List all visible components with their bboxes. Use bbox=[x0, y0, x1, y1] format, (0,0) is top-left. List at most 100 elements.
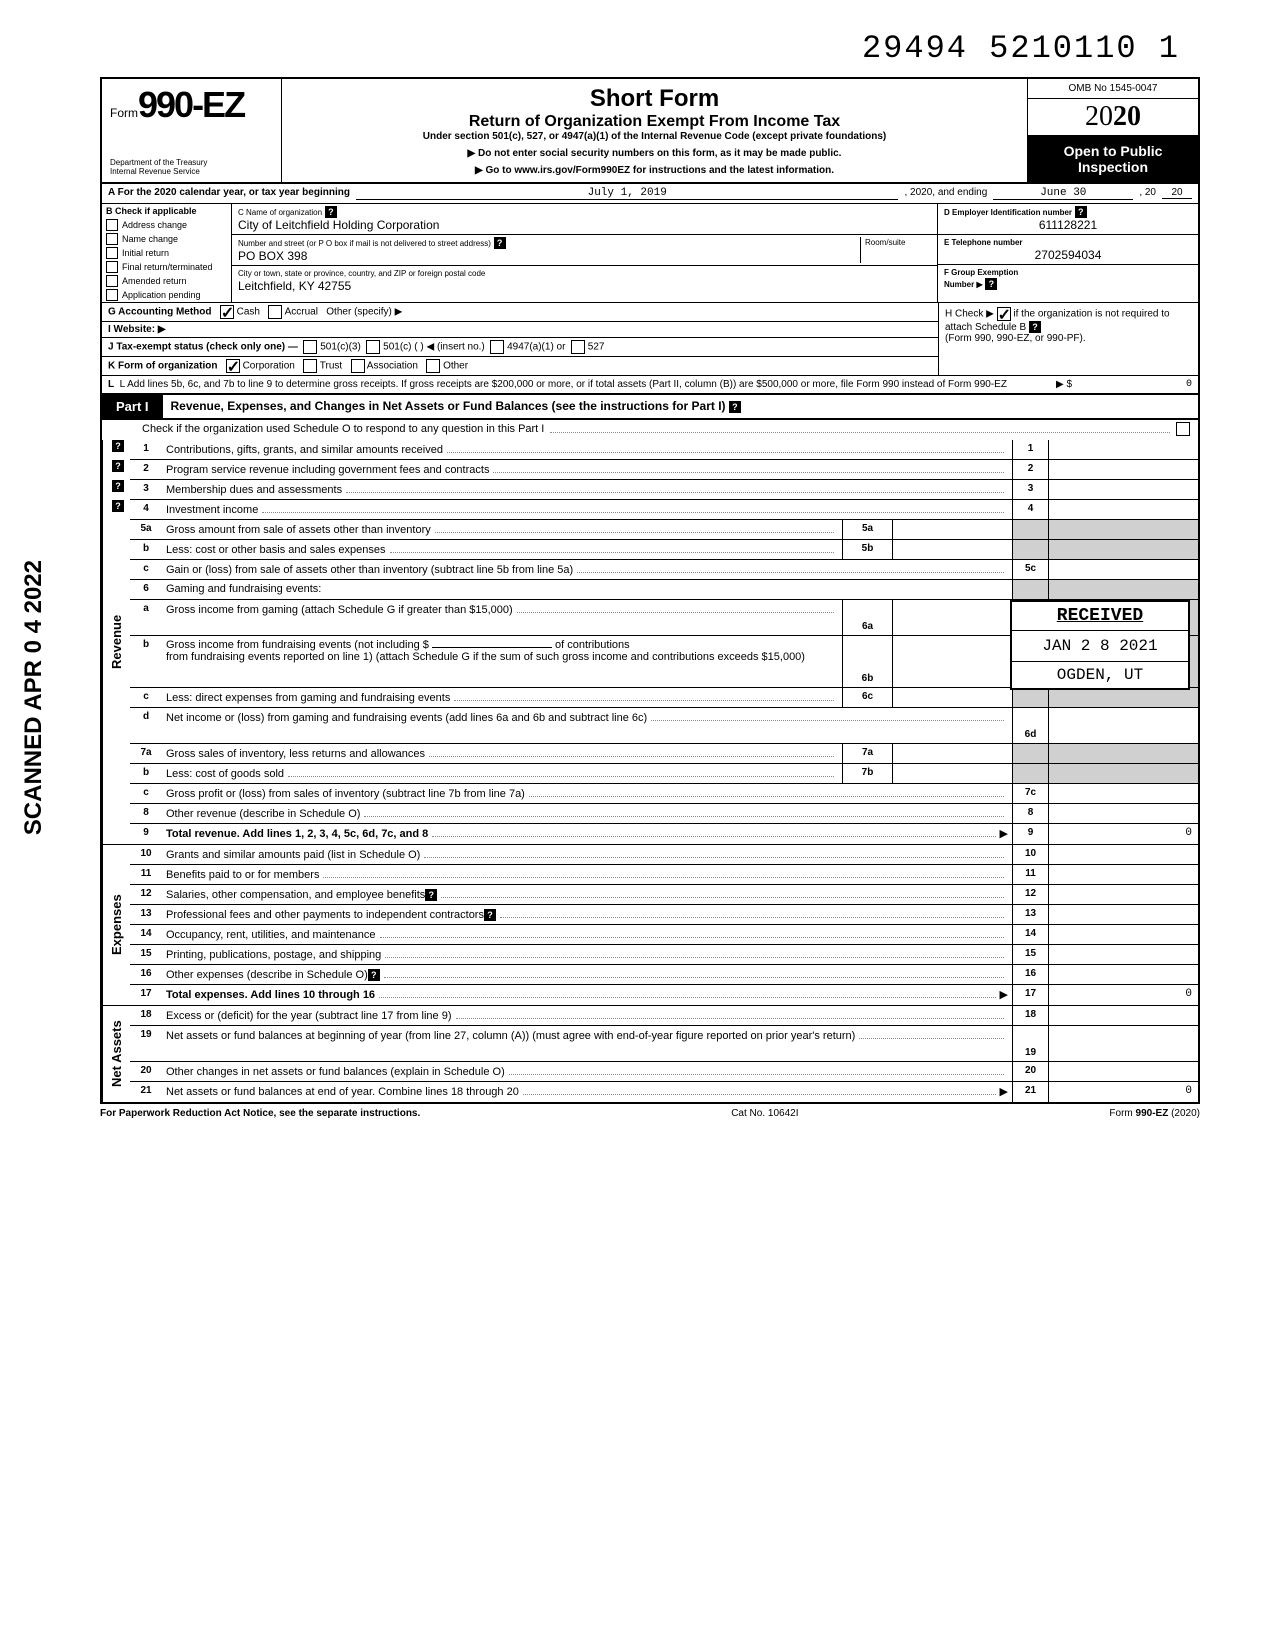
shade bbox=[1012, 580, 1048, 599]
line-5b-num: b bbox=[130, 540, 162, 559]
line-6-num: 6 bbox=[130, 580, 162, 599]
lbl-initial-return: Initial return bbox=[122, 248, 169, 258]
line-14-num: 14 bbox=[130, 925, 162, 944]
line-2-desc: Program service revenue including govern… bbox=[166, 464, 489, 476]
help-icon: ? bbox=[1029, 321, 1041, 333]
chk-schedule-o[interactable] bbox=[1176, 422, 1190, 436]
shade bbox=[1012, 688, 1048, 707]
help-icon: ? bbox=[112, 460, 124, 472]
part-i-sub: Check if the organization used Schedule … bbox=[100, 420, 1200, 440]
row-j: J Tax-exempt status (check only one) — 5… bbox=[102, 338, 938, 357]
line-6d-box: 6d bbox=[1012, 708, 1048, 743]
chk-schedule-b[interactable] bbox=[997, 307, 1011, 321]
chk-other-org[interactable] bbox=[426, 359, 440, 373]
help-icon: ? bbox=[494, 237, 506, 249]
row-a-end: June 30 bbox=[993, 187, 1133, 200]
title-return: Return of Organization Exempt From Incom… bbox=[292, 113, 1017, 131]
line-5c-amt bbox=[1048, 560, 1198, 579]
line-5b-iamt bbox=[892, 540, 1012, 559]
help-icon: ? bbox=[729, 401, 741, 413]
shade bbox=[1048, 520, 1198, 539]
line-5a-num: 5a bbox=[130, 520, 162, 539]
chk-501c[interactable] bbox=[366, 340, 380, 354]
line-15-amt bbox=[1048, 945, 1198, 964]
line-5a-ibox: 5a bbox=[842, 520, 892, 539]
line-12-desc: Salaries, other compensation, and employ… bbox=[166, 889, 425, 901]
shade bbox=[1048, 744, 1198, 763]
chk-address-change[interactable] bbox=[106, 219, 118, 231]
line-18-desc: Excess or (deficit) for the year (subtra… bbox=[166, 1010, 452, 1022]
line-16-box: 16 bbox=[1012, 965, 1048, 984]
stamp-number: 29494 5210110 1 bbox=[100, 30, 1200, 67]
line-20-desc: Other changes in net assets or fund bala… bbox=[166, 1066, 505, 1078]
lbl-527: 527 bbox=[588, 342, 605, 353]
c-city-label: City or town, state or province, country… bbox=[238, 269, 485, 278]
shade bbox=[1048, 540, 1198, 559]
side-expenses: Expenses bbox=[102, 845, 130, 1005]
line-7a-ibox: 7a bbox=[842, 744, 892, 763]
line-9-num: 9 bbox=[130, 824, 162, 844]
line-11-amt bbox=[1048, 865, 1198, 884]
received-title: RECEIVED bbox=[1012, 602, 1188, 630]
note-goto: ▶ Go to www.irs.gov/Form990EZ for instru… bbox=[292, 165, 1017, 176]
line-6b-ibox: 6b bbox=[842, 636, 892, 687]
d-label: D Employer Identification number bbox=[944, 208, 1072, 217]
chk-application-pending[interactable] bbox=[106, 289, 118, 301]
row-a-begin: July 1, 2019 bbox=[356, 187, 899, 200]
chk-trust[interactable] bbox=[303, 359, 317, 373]
side-net-assets: Net Assets bbox=[102, 1006, 130, 1102]
chk-527[interactable] bbox=[571, 340, 585, 354]
chk-corporation[interactable] bbox=[226, 359, 240, 373]
line-8-box: 8 bbox=[1012, 804, 1048, 823]
ein-value: 611128221 bbox=[944, 218, 1192, 232]
line-6c-desc: Less: direct expenses from gaming and fu… bbox=[166, 692, 450, 704]
chk-final-return[interactable] bbox=[106, 261, 118, 273]
chk-4947[interactable] bbox=[490, 340, 504, 354]
line-5a-desc: Gross amount from sale of assets other t… bbox=[166, 524, 431, 536]
help-icon: ? bbox=[368, 969, 380, 981]
scanned-stamp: SCANNED APR 0 4 2022 bbox=[20, 560, 48, 835]
chk-name-change[interactable] bbox=[106, 233, 118, 245]
chk-association[interactable] bbox=[351, 359, 365, 373]
received-stamp: RECEIVED JAN 2 8 2021 OGDEN, UT bbox=[1010, 600, 1190, 690]
note-ssn: ▶ Do not enter social security numbers o… bbox=[292, 148, 1017, 159]
line-6a-num: a bbox=[130, 600, 162, 635]
chk-cash[interactable] bbox=[220, 305, 234, 319]
col-b-header: B Check if applicable bbox=[102, 204, 231, 218]
part-sub-text: Check if the organization used Schedule … bbox=[142, 423, 544, 435]
chk-initial-return[interactable] bbox=[106, 247, 118, 259]
line-2-box: 2 bbox=[1012, 460, 1048, 479]
line-5a-iamt bbox=[892, 520, 1012, 539]
row-l: L L Add lines 5b, 6c, and 7b to line 9 t… bbox=[102, 375, 1198, 393]
k-label: K Form of organization bbox=[108, 361, 217, 372]
line-12-num: 12 bbox=[130, 885, 162, 904]
j-label: J Tax-exempt status (check only one) — bbox=[108, 342, 298, 353]
line-6d-amt bbox=[1048, 708, 1198, 743]
chk-amended-return[interactable] bbox=[106, 275, 118, 287]
line-4-box: 4 bbox=[1012, 500, 1048, 519]
line-8-amt bbox=[1048, 804, 1198, 823]
room-label: Room/suite bbox=[865, 238, 905, 247]
lbl-corporation: Corporation bbox=[243, 361, 295, 372]
received-date: JAN 2 8 2021 bbox=[1012, 630, 1188, 662]
chk-501c3[interactable] bbox=[303, 340, 317, 354]
line-20-amt bbox=[1048, 1062, 1198, 1081]
lbl-501c3: 501(c)(3) bbox=[320, 342, 361, 353]
help-icon: ? bbox=[425, 889, 437, 901]
line-7b-desc: Less: cost of goods sold bbox=[166, 768, 284, 780]
lbl-other-org: Other bbox=[443, 361, 468, 372]
line-3-desc: Membership dues and assessments bbox=[166, 484, 342, 496]
footer-left: For Paperwork Reduction Act Notice, see … bbox=[100, 1108, 420, 1119]
omb-number: OMB No 1545-0047 bbox=[1028, 79, 1198, 99]
line-19-amt bbox=[1048, 1026, 1198, 1061]
col-def: D Employer Identification number ? 61112… bbox=[938, 204, 1198, 302]
l-text: L Add lines 5b, 6c, and 7b to line 9 to … bbox=[120, 379, 1007, 390]
chk-accrual[interactable] bbox=[268, 305, 282, 319]
line-6b-num: b bbox=[130, 636, 162, 687]
f-label: F Group Exemption bbox=[944, 268, 1018, 277]
title-under: Under section 501(c), 527, or 4947(a)(1)… bbox=[292, 131, 1017, 142]
phone-value: 2702594034 bbox=[944, 248, 1192, 262]
line-6a-iamt bbox=[892, 600, 1012, 635]
line-13-desc: Professional fees and other payments to … bbox=[166, 909, 484, 921]
line-9-amt: 0 bbox=[1048, 824, 1198, 844]
